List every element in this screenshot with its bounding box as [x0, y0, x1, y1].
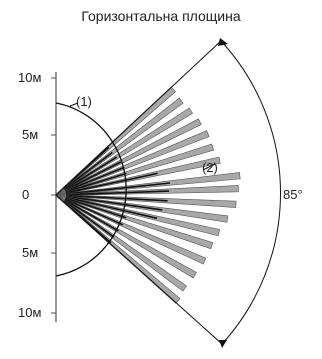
zone-1-arc	[55, 102, 127, 277]
detection-ray-core-14	[64, 198, 124, 226]
angle-label: 85°	[283, 187, 303, 202]
detection-ray-core-8	[65, 182, 171, 195]
diagram-title: Горизонтальна площина	[81, 8, 241, 24]
detection-ray-core-12	[65, 196, 158, 220]
detection-ray-core-7	[65, 172, 158, 194]
detection-ray-core-3	[64, 156, 118, 191]
angle-boundary-top	[55, 39, 223, 196]
y-label-5m-top: 5м	[22, 127, 39, 142]
detection-ray-core-10	[65, 194, 168, 202]
detection-ray-core-4	[64, 161, 122, 192]
detection-ray-core-5	[64, 166, 125, 192]
angle-arrow-top	[218, 38, 228, 46]
angle-arrow-bottom	[219, 340, 227, 348]
zone-2-leader	[202, 163, 216, 171]
detection-ray-core-15	[64, 199, 119, 232]
angle-boundary-bottom	[55, 194, 223, 345]
zone-1-leader	[69, 102, 79, 107]
y-label-0: 0	[22, 187, 30, 202]
detection-ray-core-16	[63, 200, 115, 238]
angle-dimension-arc	[220, 40, 281, 345]
y-label-10m-top: 10м	[18, 70, 42, 85]
detection-ray-core-13	[65, 197, 127, 219]
zone-1-label: (1)	[76, 94, 92, 109]
detection-rays	[55, 86, 241, 304]
detection-ray-core-9	[65, 190, 170, 196]
y-label-10m-bottom: 10м	[18, 305, 42, 320]
detection-ray-core-6	[65, 172, 127, 193]
zone-2-label: (2)	[202, 160, 218, 175]
detection-ray-core-2	[63, 151, 113, 190]
detection-ray-core-11	[65, 195, 163, 211]
y-label-5m-bottom: 5м	[22, 245, 39, 260]
